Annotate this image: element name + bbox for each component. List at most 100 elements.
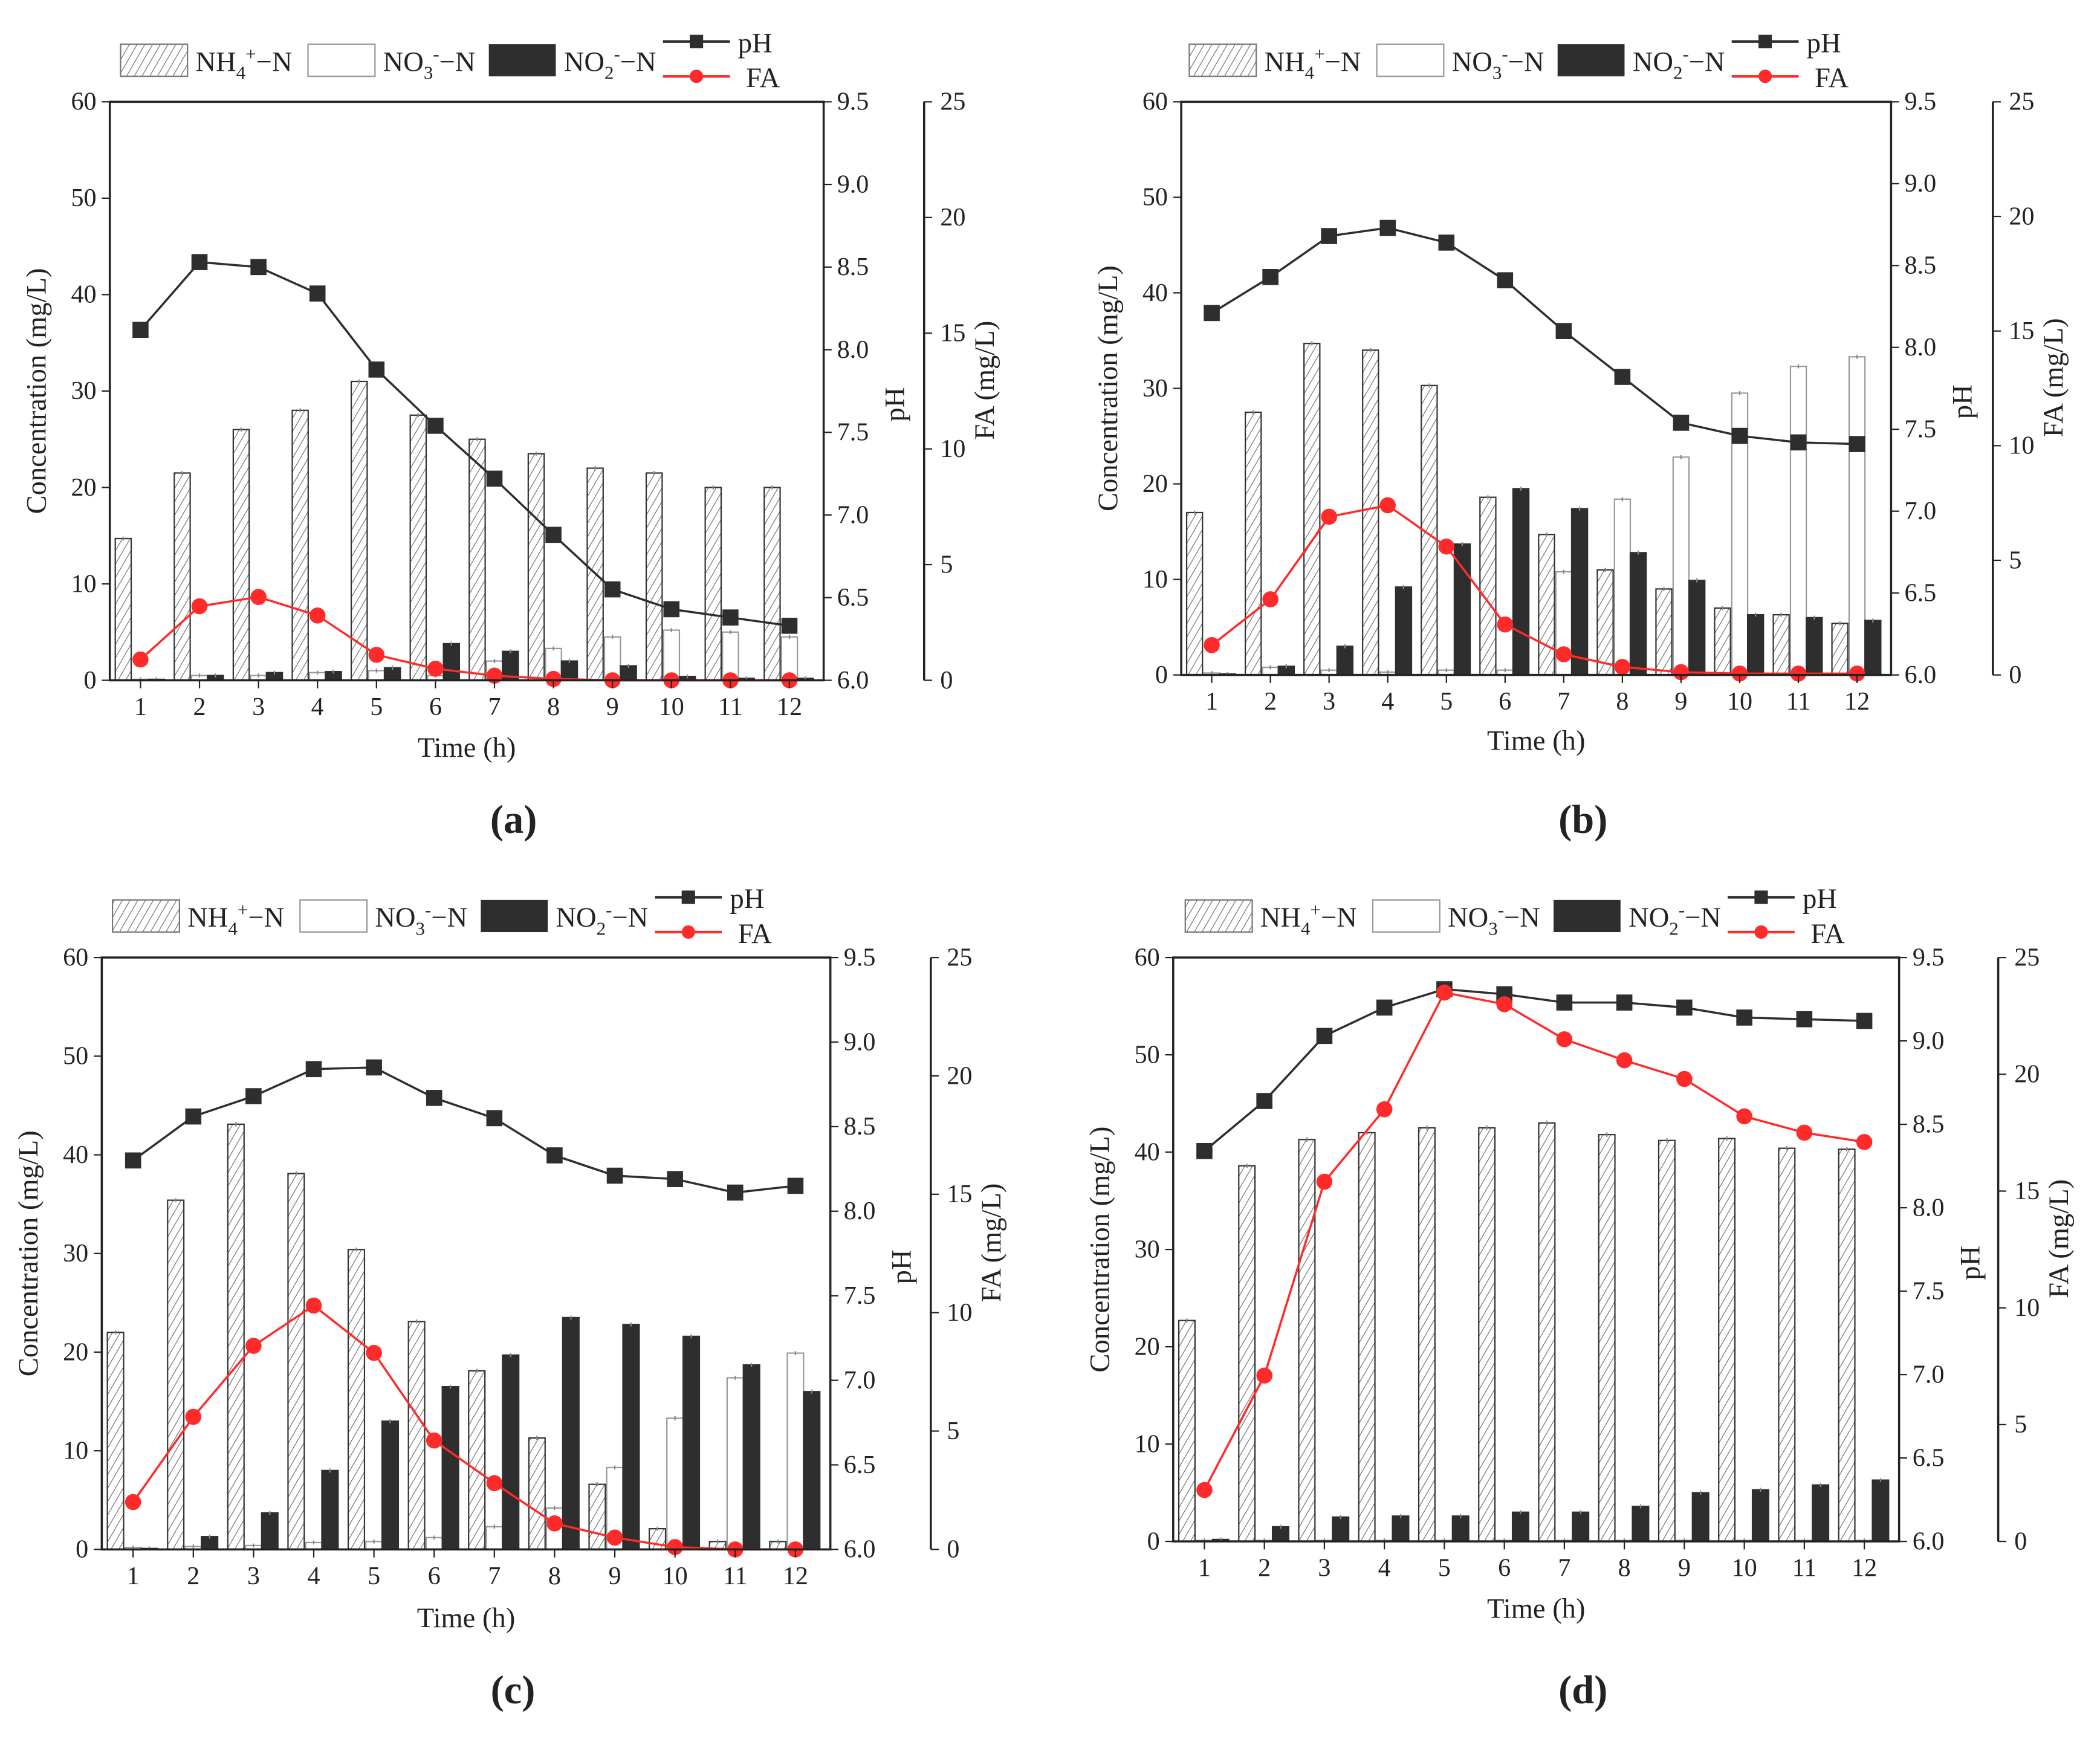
fa-tick-label: 15 xyxy=(2014,1177,2040,1205)
legend-no2-base: NO xyxy=(1628,902,1669,933)
ph-tick-label: 6.0 xyxy=(1905,661,1937,689)
left-tick-label: 40 xyxy=(63,1141,88,1169)
y-axis-title-fa: FA (mg/L) xyxy=(2038,318,2069,437)
left-tick-label: 60 xyxy=(71,88,96,116)
fa-tick-label: 0 xyxy=(947,1535,959,1564)
x-tick-label: 8 xyxy=(547,693,560,721)
point-fa xyxy=(1204,637,1220,653)
bar-no2 xyxy=(1691,1492,1709,1543)
legend-no3-sub: 3 xyxy=(1492,62,1502,83)
line-ph xyxy=(1204,988,1865,1152)
point-ph xyxy=(781,617,798,634)
ph-tick-label: 7.5 xyxy=(837,418,869,447)
point-ph xyxy=(368,361,385,378)
legend-label-no3: NO3-−N xyxy=(383,44,476,83)
legend-marker-fa xyxy=(1758,70,1772,83)
y-axis-title-fa: FA (mg/L) xyxy=(970,321,1000,440)
line-ph xyxy=(1211,227,1858,445)
point-fa xyxy=(1614,659,1631,675)
x-tick-label: 9 xyxy=(1674,687,1687,716)
bar-no2 xyxy=(1392,1515,1410,1543)
legend-no3-base: NO xyxy=(1452,47,1492,77)
point-fa xyxy=(427,661,444,677)
x-tick-label: 2 xyxy=(193,693,206,721)
line-ph xyxy=(140,261,790,627)
point-ph xyxy=(1204,305,1220,322)
x-tick-label: 9 xyxy=(609,1562,621,1590)
bar-nh4 xyxy=(648,1528,667,1550)
legend-no3-base: NO xyxy=(375,902,415,933)
point-ph xyxy=(309,285,326,302)
legend-label-no3: NO3-−N xyxy=(1448,899,1540,939)
fa-tick-label: 5 xyxy=(947,1417,959,1445)
left-tick-label: 20 xyxy=(1135,1332,1160,1361)
point-ph xyxy=(722,609,739,626)
plot-frame xyxy=(1180,100,1893,676)
x-axis-title: Time (h) xyxy=(417,1603,515,1634)
bar-nh4 xyxy=(1418,1127,1436,1543)
point-fa xyxy=(1497,616,1514,633)
legend-no2-sub: 2 xyxy=(597,918,606,939)
ph-tick-label: 9.0 xyxy=(837,170,869,198)
left-tick-label: 10 xyxy=(1135,1430,1160,1458)
legend-label-no2: NO2-−N xyxy=(564,44,656,83)
point-ph xyxy=(486,470,503,487)
bar-no2 xyxy=(1629,552,1647,676)
x-tick-label: 5 xyxy=(368,1562,380,1590)
ph-tick-label: 7.0 xyxy=(1905,497,1937,525)
left-tick-label: 50 xyxy=(1135,1040,1160,1069)
x-tick-label: 10 xyxy=(659,693,684,721)
legend-swatch-nh4 xyxy=(1184,899,1253,933)
left-tick-label: 30 xyxy=(71,377,96,405)
point-fa xyxy=(1731,665,1748,682)
legend-label-nh4: NH4+−N xyxy=(195,44,292,83)
point-fa xyxy=(486,1475,503,1492)
y-axis-title-ph: pH xyxy=(1947,384,1978,419)
legend-swatch-no2 xyxy=(488,44,556,77)
bar-no2 xyxy=(261,1512,279,1550)
legend-marker-ph xyxy=(1758,34,1772,48)
bar-no2 xyxy=(560,660,578,681)
bar-nh4 xyxy=(114,537,132,681)
x-tick-label: 10 xyxy=(1727,687,1752,716)
left-tick-label: 50 xyxy=(63,1042,88,1070)
left-tick-label: 0 xyxy=(1147,1527,1160,1555)
line-fa xyxy=(1211,504,1858,675)
legend-no3-tail: −N xyxy=(1508,47,1544,77)
point-fa xyxy=(1555,646,1572,662)
fa-tick-label: 10 xyxy=(940,435,965,463)
bar-nh4 xyxy=(1362,349,1379,676)
legend-label-nh4: NH4+−N xyxy=(1260,899,1357,939)
legend-no2-sup: - xyxy=(1682,44,1688,65)
ph-tick-label: 6.0 xyxy=(1913,1527,1945,1555)
point-ph xyxy=(663,601,680,618)
bar-nh4 xyxy=(232,429,250,681)
fa-tick-label: 10 xyxy=(2009,432,2034,460)
x-tick-label: 7 xyxy=(1557,687,1570,716)
ph-tick-label: 8.5 xyxy=(844,1112,876,1141)
bar-no3 xyxy=(726,1377,744,1550)
bar-nh4 xyxy=(1245,411,1262,676)
x-tick-label: 12 xyxy=(783,1562,808,1590)
line-fa xyxy=(132,1304,796,1551)
legend-no3-tail: −N xyxy=(439,47,476,77)
legend-no3-sub: 3 xyxy=(424,62,433,83)
point-ph xyxy=(1376,999,1393,1016)
point-fa xyxy=(667,1539,683,1555)
ph-tick-label: 8.0 xyxy=(1913,1193,1945,1222)
fa-tick-label: 5 xyxy=(2009,546,2021,574)
legend-nh4-sub: 4 xyxy=(1305,62,1315,83)
legend-nh4-sup: + xyxy=(1314,44,1324,65)
point-ph xyxy=(1736,1009,1752,1026)
point-ph xyxy=(545,526,562,543)
x-tick-label: 12 xyxy=(1852,1554,1877,1582)
x-axis-title: Time (h) xyxy=(418,733,516,763)
bar-no2 xyxy=(1688,580,1706,676)
legend-nh4-sup: + xyxy=(245,44,256,65)
fa-tick-label: 25 xyxy=(940,88,965,116)
legend-label-no3: NO3-−N xyxy=(375,899,467,939)
point-fa xyxy=(1673,664,1690,681)
x-tick-label: 1 xyxy=(134,693,147,721)
legend-label-no2: NO2-−N xyxy=(556,899,648,939)
